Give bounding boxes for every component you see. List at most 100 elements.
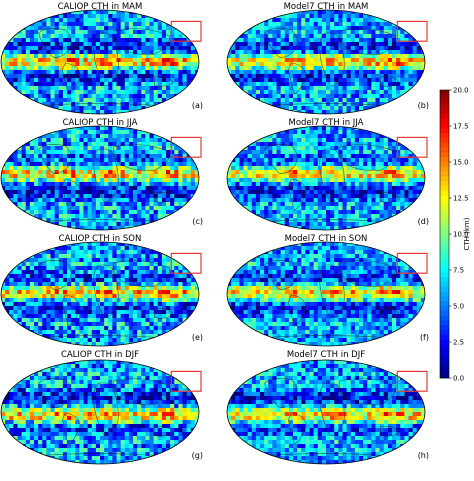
heatmap-cell xyxy=(272,18,277,23)
heatmap-cell xyxy=(145,226,150,230)
heatmap-cell xyxy=(112,206,117,211)
heatmap-cell xyxy=(243,58,249,63)
heatmap-cell xyxy=(71,146,76,151)
heatmap-cell xyxy=(276,190,282,195)
heatmap-cell xyxy=(260,14,265,19)
heatmap-cell xyxy=(34,178,39,183)
heatmap-cell xyxy=(276,218,282,223)
heatmap-cell xyxy=(383,174,389,179)
heatmap-cell xyxy=(174,98,179,103)
heatmap-cell xyxy=(334,38,339,43)
heatmap-cell xyxy=(387,110,393,114)
heatmap-cell xyxy=(38,74,43,79)
heatmap-cell xyxy=(133,82,138,87)
heatmap-cell xyxy=(260,210,265,215)
heatmap-cell xyxy=(149,26,155,31)
heatmap-cell xyxy=(264,126,269,131)
heatmap-cell xyxy=(116,26,122,31)
heatmap-cell xyxy=(46,54,51,59)
heatmap-cell xyxy=(400,78,405,83)
heatmap-cell xyxy=(149,206,155,211)
heatmap-cell xyxy=(342,162,348,167)
heatmap-cell xyxy=(145,62,150,67)
heatmap-cell xyxy=(137,174,142,179)
heatmap-cell xyxy=(116,102,122,107)
heatmap-cell xyxy=(260,70,265,75)
heatmap-cell xyxy=(50,174,56,179)
heatmap-cell xyxy=(71,174,76,179)
heatmap-cell xyxy=(354,178,360,183)
heatmap-cell xyxy=(141,54,146,59)
heatmap-cell xyxy=(50,186,56,191)
heatmap-cell xyxy=(141,214,146,219)
heatmap-cell xyxy=(317,10,323,15)
heatmap-cell xyxy=(321,110,327,114)
heatmap-cell xyxy=(190,34,196,39)
heatmap-cell xyxy=(404,202,409,207)
heatmap-cell xyxy=(5,110,10,114)
heatmap-cell xyxy=(350,166,356,171)
heatmap-cell xyxy=(280,78,286,83)
heatmap-cell xyxy=(108,194,113,199)
heatmap-cell xyxy=(313,210,319,215)
heatmap-cell xyxy=(375,70,381,75)
heatmap-cell xyxy=(301,218,306,223)
heatmap-cell xyxy=(54,214,60,219)
heatmap-cell xyxy=(227,66,232,71)
heatmap-cell xyxy=(38,202,43,207)
heatmap-cell xyxy=(334,130,339,135)
heatmap-cell xyxy=(404,194,409,199)
heatmap-cell xyxy=(293,186,298,191)
heatmap-cell xyxy=(58,162,64,167)
heatmap-cell xyxy=(137,26,142,31)
heatmap-cell xyxy=(243,198,249,203)
heatmap-cell xyxy=(67,94,72,99)
heatmap-cell xyxy=(264,206,269,211)
heatmap-cell xyxy=(50,70,56,75)
heatmap-cell xyxy=(235,22,240,27)
heatmap-cell xyxy=(71,194,76,199)
heatmap-cell xyxy=(95,22,101,27)
heatmap-cell xyxy=(342,170,348,175)
heatmap-cell xyxy=(416,74,422,79)
heatmap-cell xyxy=(375,86,381,91)
heatmap-cell xyxy=(309,62,315,67)
heatmap-cell xyxy=(21,186,27,191)
heatmap-cell xyxy=(412,78,418,83)
heatmap-cell xyxy=(276,74,282,79)
heatmap-cell xyxy=(301,178,306,183)
heatmap-cell xyxy=(416,202,422,207)
heatmap-cell xyxy=(42,46,47,51)
heatmap-cell xyxy=(396,218,401,223)
heatmap-cell xyxy=(260,46,265,51)
heatmap-cell xyxy=(301,126,306,131)
heatmap-cell xyxy=(166,58,171,63)
heatmap-cell xyxy=(408,166,414,171)
heatmap-cell xyxy=(13,98,18,103)
heatmap-cell xyxy=(104,26,109,31)
heatmap-cell xyxy=(1,130,6,135)
heatmap-cell xyxy=(239,86,244,91)
heatmap-cell xyxy=(396,38,401,43)
heatmap-cell xyxy=(260,186,265,191)
heatmap-cell xyxy=(301,198,306,203)
heatmap-cell xyxy=(100,90,105,95)
heatmap-cell xyxy=(313,74,319,79)
heatmap-cell xyxy=(46,34,51,39)
heatmap-cell xyxy=(21,134,27,139)
heatmap-cell xyxy=(5,146,10,151)
heatmap-cell xyxy=(313,178,319,183)
heatmap-cell xyxy=(309,218,315,223)
heatmap-cell xyxy=(268,18,273,23)
heatmap-cell xyxy=(375,174,381,179)
heatmap-cell xyxy=(379,138,385,143)
heatmap-cell xyxy=(182,138,188,143)
heatmap-cell xyxy=(120,46,126,51)
heatmap-cell xyxy=(21,126,27,131)
heatmap-cell xyxy=(375,58,381,63)
heatmap-cell xyxy=(416,206,422,211)
heatmap-cell xyxy=(128,86,134,91)
heatmap-cell xyxy=(400,214,405,219)
heatmap-cell xyxy=(95,82,101,87)
heatmap-cell xyxy=(95,218,101,223)
